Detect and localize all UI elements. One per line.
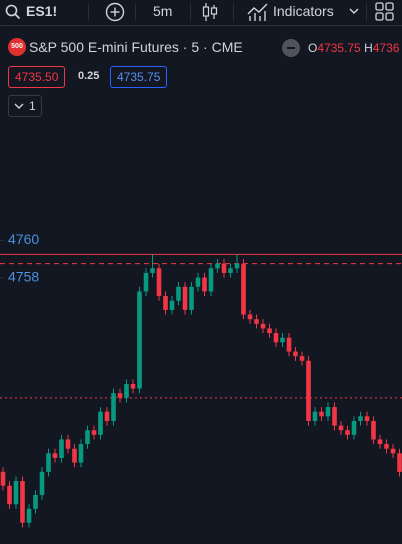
candle-body (46, 453, 51, 472)
candle-body (280, 337, 285, 343)
candle-body (364, 416, 370, 421)
candle-body (163, 296, 168, 310)
chevron-icon (14, 103, 24, 109)
candle-body (260, 323, 266, 329)
candle-body (156, 268, 162, 297)
add-symbol-icon[interactable] (105, 2, 125, 22)
candle-body (26, 508, 32, 523)
candle-body (319, 411, 324, 417)
candle-body (325, 407, 331, 417)
candle-body (143, 272, 149, 292)
candle-body (397, 453, 402, 472)
buy-price[interactable]: 4735.75 (110, 66, 168, 88)
candle-body (384, 444, 389, 449)
legend: 500 S&P 500 E-mini Futures · 5 · CME O473… (8, 38, 402, 60)
candle-body (358, 416, 363, 421)
candle-body (91, 430, 97, 435)
indicators-icon[interactable] (247, 2, 269, 22)
candle-body (293, 351, 298, 357)
symbol-title: S&P 500 E-mini Futures · 5 · CME (29, 39, 243, 56)
candle-body (299, 356, 305, 361)
layers-count: 1 (29, 99, 36, 113)
candle-body (150, 268, 155, 273)
candle-body (371, 420, 376, 440)
symbol[interactable]: ES1! (26, 3, 58, 19)
high-label: H (364, 41, 373, 55)
candle-body (254, 319, 259, 324)
candle-body (169, 300, 175, 310)
candle-body (33, 494, 38, 509)
candle-body (221, 263, 227, 273)
search-icon[interactable] (5, 4, 21, 20)
open-label: O (308, 41, 318, 55)
candle-body (202, 277, 207, 292)
indicators-button[interactable]: Indicators (273, 3, 334, 19)
collapse-button[interactable] (282, 39, 300, 57)
candle-body (312, 411, 318, 421)
spread: 0.25 (78, 70, 100, 82)
candle-body (182, 286, 188, 310)
candle-body (39, 471, 45, 495)
candle-body (98, 411, 103, 435)
candle-body (345, 430, 350, 435)
candle-body (208, 268, 214, 292)
ohlc: O4735.75 H4736 (308, 41, 399, 55)
candle-body (351, 420, 357, 435)
candle-body (20, 481, 25, 523)
candle-body (59, 439, 64, 458)
y-tick-label: 4758 (8, 268, 39, 284)
candle-body (241, 263, 246, 315)
candle-body (390, 448, 396, 454)
candle-body (7, 485, 12, 505)
candle-body (124, 383, 129, 398)
interval[interactable]: 5m (153, 3, 173, 19)
candle-body (176, 286, 181, 301)
chart-type-icon[interactable] (202, 2, 218, 22)
candle-body (273, 333, 279, 343)
open-value: 4735.75 (317, 41, 361, 55)
candle-body (72, 448, 77, 463)
candle-body (195, 277, 201, 287)
candle-body (104, 411, 110, 421)
candle-body (215, 263, 220, 269)
candle-body (247, 314, 253, 320)
candle-body (338, 425, 344, 431)
candle-body (234, 263, 240, 269)
candle-body (228, 268, 233, 273)
candle-body (117, 393, 123, 398)
candle-body (78, 444, 84, 463)
high-value: 4736 (372, 41, 400, 55)
y-tick-label: 4760 (8, 231, 39, 247)
dropdown-icon[interactable] (348, 7, 360, 17)
candle-body (189, 286, 194, 310)
candle-body (111, 393, 116, 421)
candle-body (13, 481, 19, 505)
symbol-badge: 500 (8, 38, 26, 57)
candle-body (332, 407, 337, 426)
candle-body (130, 383, 136, 389)
candle-body (65, 439, 71, 449)
candle-body (377, 439, 383, 445)
candle-body (267, 328, 272, 334)
sell-price[interactable]: 4735.50 (8, 66, 66, 88)
layout-icon[interactable] (375, 2, 395, 22)
candle-body (137, 291, 142, 389)
toolbar: ES1! 5m Indicators (0, 0, 402, 26)
candle-body (306, 360, 311, 421)
candle-body (52, 453, 58, 458)
candle-body (85, 430, 90, 445)
candle-body (0, 471, 6, 486)
layers-button[interactable]: 1 (8, 95, 42, 117)
candle-body (286, 337, 292, 352)
